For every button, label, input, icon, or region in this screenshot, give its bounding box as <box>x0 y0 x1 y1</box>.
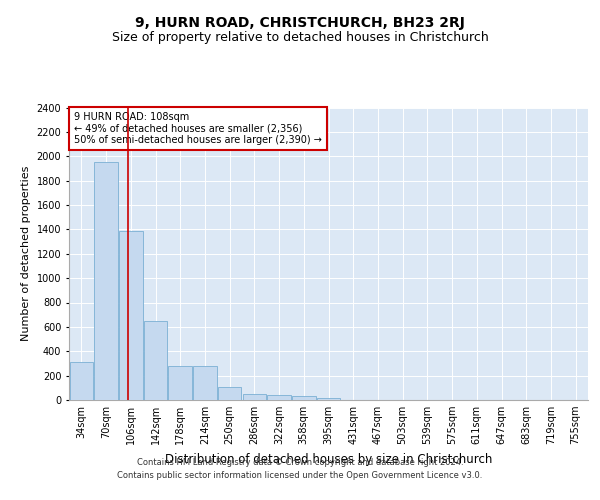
Text: 9, HURN ROAD, CHRISTCHURCH, BH23 2RJ: 9, HURN ROAD, CHRISTCHURCH, BH23 2RJ <box>135 16 465 30</box>
Text: Size of property relative to detached houses in Christchurch: Size of property relative to detached ho… <box>112 31 488 44</box>
Bar <box>218 387 241 400</box>
Bar <box>119 230 143 400</box>
Y-axis label: Number of detached properties: Number of detached properties <box>21 166 31 342</box>
Bar <box>144 322 167 400</box>
Text: Contains public sector information licensed under the Open Government Licence v3: Contains public sector information licen… <box>118 472 482 480</box>
Bar <box>242 394 266 400</box>
Bar <box>292 396 316 400</box>
Text: 9 HURN ROAD: 108sqm
← 49% of detached houses are smaller (2,356)
50% of semi-det: 9 HURN ROAD: 108sqm ← 49% of detached ho… <box>74 112 322 145</box>
Bar <box>94 162 118 400</box>
X-axis label: Distribution of detached houses by size in Christchurch: Distribution of detached houses by size … <box>165 452 492 466</box>
Text: Contains HM Land Registry data © Crown copyright and database right 2024.: Contains HM Land Registry data © Crown c… <box>137 458 463 467</box>
Bar <box>70 362 93 400</box>
Bar <box>268 394 291 400</box>
Bar <box>193 366 217 400</box>
Bar <box>169 366 192 400</box>
Bar <box>317 398 340 400</box>
